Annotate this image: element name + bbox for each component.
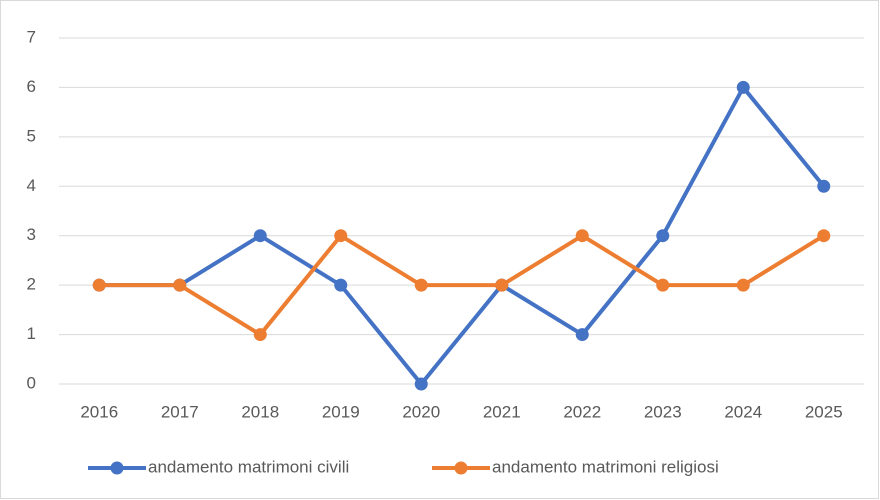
series-line <box>99 233 825 337</box>
y-tick-label: 6 <box>27 77 36 96</box>
legend-label: andamento matrimoni religiosi <box>492 457 719 476</box>
point <box>736 80 750 94</box>
point <box>414 377 428 391</box>
y-tick-label: 7 <box>27 27 36 46</box>
point <box>656 229 670 243</box>
point <box>414 278 428 292</box>
y-tick-label: 4 <box>27 176 36 195</box>
y-tick-label: 5 <box>27 126 36 145</box>
point <box>92 278 106 292</box>
y-tick-label: 2 <box>27 275 36 294</box>
x-tick-label: 2025 <box>805 402 843 421</box>
x-tick-label: 2017 <box>161 402 199 421</box>
x-tick-label: 2020 <box>402 402 440 421</box>
point <box>253 229 267 243</box>
point <box>334 278 348 292</box>
point <box>253 328 267 342</box>
point <box>817 179 831 193</box>
legend-marker <box>454 461 468 475</box>
x-tick-label: 2022 <box>563 402 601 421</box>
series-line <box>99 85 826 386</box>
legend-marker <box>110 461 124 475</box>
y-tick-label: 0 <box>27 373 36 392</box>
y-tick-label: 1 <box>27 324 36 343</box>
point <box>656 278 670 292</box>
point <box>575 229 589 243</box>
x-tick-label: 2023 <box>644 402 682 421</box>
point <box>817 229 831 243</box>
point <box>173 278 187 292</box>
point <box>736 278 750 292</box>
x-tick-label: 2021 <box>483 402 521 421</box>
x-tick-label: 2024 <box>724 402 762 421</box>
x-tick-label: 2016 <box>80 402 118 421</box>
point <box>334 229 348 243</box>
x-tick-label: 2019 <box>322 402 360 421</box>
y-tick-label: 3 <box>27 225 36 244</box>
point <box>575 328 589 342</box>
point <box>495 278 509 292</box>
legend-label: andamento matrimoni civili <box>148 457 349 476</box>
x-tick-label: 2018 <box>241 402 279 421</box>
